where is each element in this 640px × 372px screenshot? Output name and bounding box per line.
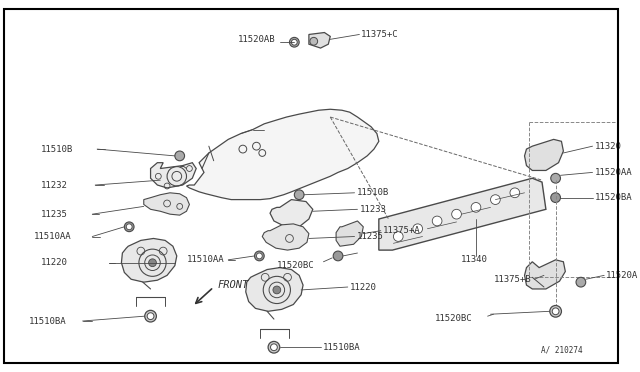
Circle shape <box>432 216 442 226</box>
Text: 11375+B: 11375+B <box>493 275 531 284</box>
Polygon shape <box>270 200 313 227</box>
Circle shape <box>255 251 264 261</box>
Polygon shape <box>186 109 379 200</box>
Circle shape <box>551 173 561 183</box>
Text: 11510B: 11510B <box>41 145 73 154</box>
Text: A/ 210274: A/ 210274 <box>541 346 583 355</box>
Circle shape <box>551 193 561 202</box>
Text: 11340: 11340 <box>461 255 488 264</box>
Text: 11320: 11320 <box>595 142 621 151</box>
Circle shape <box>490 195 500 205</box>
Circle shape <box>550 305 561 317</box>
Text: 11520BC: 11520BC <box>435 314 473 323</box>
Circle shape <box>126 224 132 230</box>
Text: 11510AA: 11510AA <box>34 232 72 241</box>
Circle shape <box>148 259 156 267</box>
Circle shape <box>452 209 461 219</box>
Text: 11510BA: 11510BA <box>323 343 360 352</box>
Circle shape <box>552 308 559 315</box>
Circle shape <box>510 188 520 198</box>
Polygon shape <box>525 260 565 289</box>
Polygon shape <box>144 193 189 215</box>
Circle shape <box>124 222 134 232</box>
Circle shape <box>310 37 317 45</box>
Text: 11510BA: 11510BA <box>29 317 67 326</box>
Circle shape <box>576 277 586 287</box>
Circle shape <box>175 151 184 161</box>
Polygon shape <box>336 221 364 246</box>
Circle shape <box>273 286 281 294</box>
Circle shape <box>268 341 280 353</box>
Circle shape <box>333 251 343 261</box>
Circle shape <box>289 37 299 47</box>
Polygon shape <box>262 224 309 250</box>
Circle shape <box>147 313 154 320</box>
Circle shape <box>294 190 304 200</box>
Text: 11375+C: 11375+C <box>362 30 399 39</box>
Text: 11520AA: 11520AA <box>595 168 632 177</box>
Text: 11220: 11220 <box>349 282 376 292</box>
Text: 11520AB: 11520AB <box>238 35 276 44</box>
Polygon shape <box>309 32 330 48</box>
Text: 11520BC: 11520BC <box>277 261 314 270</box>
Polygon shape <box>122 238 177 282</box>
Circle shape <box>413 224 422 234</box>
Text: 11375+A: 11375+A <box>383 226 420 235</box>
Circle shape <box>394 232 403 241</box>
Text: 11520BA: 11520BA <box>595 193 632 202</box>
Circle shape <box>145 310 156 322</box>
Text: 11233: 11233 <box>360 205 387 214</box>
Text: 11220: 11220 <box>41 258 68 267</box>
Circle shape <box>271 344 277 351</box>
Circle shape <box>471 202 481 212</box>
Text: FRONT: FRONT <box>218 280 249 290</box>
Circle shape <box>257 253 262 259</box>
Circle shape <box>291 39 297 45</box>
Text: 11510AA: 11510AA <box>186 255 224 264</box>
Text: 11520A: 11520A <box>606 271 638 280</box>
Polygon shape <box>246 267 303 311</box>
Polygon shape <box>150 163 196 188</box>
Text: 11235: 11235 <box>356 232 383 241</box>
Text: 11232: 11232 <box>41 180 68 189</box>
Polygon shape <box>379 178 546 250</box>
Text: 11235: 11235 <box>41 210 68 219</box>
Text: 11510B: 11510B <box>356 188 388 197</box>
Polygon shape <box>525 140 563 170</box>
